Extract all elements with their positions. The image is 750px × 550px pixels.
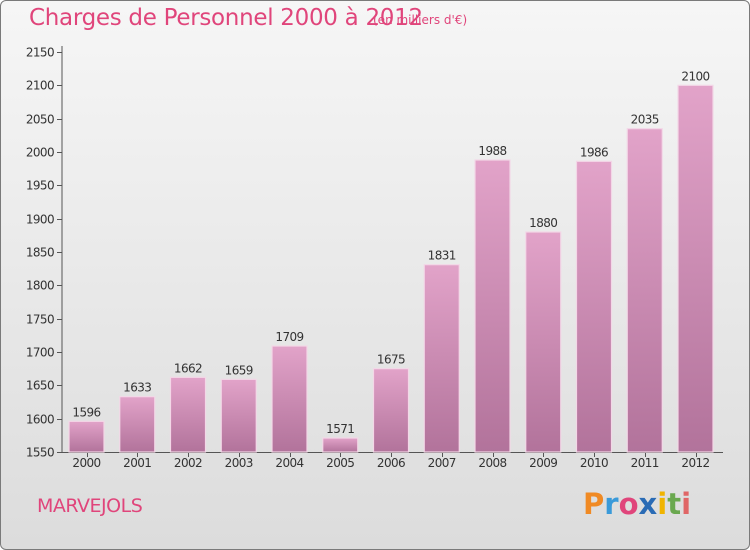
y-tick-label: 2050 — [26, 113, 54, 127]
bar-2012 — [677, 84, 714, 453]
bar-2006 — [372, 368, 410, 453]
bar-2002 — [169, 376, 207, 453]
logo-letter: P — [583, 487, 605, 521]
data-label-2002: 1662 — [174, 361, 202, 375]
commune-name: MARVEJOLS — [37, 495, 143, 517]
bar-2004 — [271, 345, 308, 453]
x-tick-label-2003: 2003 — [225, 456, 253, 470]
data-label-2008: 1988 — [478, 144, 506, 158]
data-label-2001: 1633 — [123, 381, 151, 395]
data-label-2012: 2100 — [681, 69, 709, 83]
x-tick-label-2001: 2001 — [123, 456, 151, 470]
x-tick-label-2007: 2007 — [428, 456, 456, 470]
logo-letter: r — [604, 487, 619, 521]
y-tick-label: 1800 — [26, 279, 54, 293]
chart-subtitle: (en milliers d'€) — [373, 13, 468, 27]
data-label-2006: 1675 — [377, 353, 405, 367]
data-label-2005: 1571 — [326, 422, 354, 436]
y-tick-label: 1550 — [26, 446, 54, 460]
x-tick-label-2000: 2000 — [72, 456, 100, 470]
logo-letter: t — [667, 487, 682, 521]
x-tick-label-2011: 2011 — [631, 456, 659, 470]
x-tick-label-2008: 2008 — [478, 456, 506, 470]
bar-2010 — [575, 160, 613, 453]
y-tick-label: 1750 — [26, 313, 54, 327]
bar-2001 — [119, 396, 156, 453]
data-label-2003: 1659 — [225, 363, 253, 377]
chart-title: Charges de Personnel 2000 à 2012 — [29, 5, 423, 31]
bar-2008 — [474, 159, 511, 453]
data-label-2000: 1596 — [72, 405, 100, 419]
y-tick-label: 1900 — [26, 213, 54, 227]
logo-letter: x — [638, 487, 658, 521]
bar-2009 — [525, 231, 562, 453]
y-tick-label: 1650 — [26, 379, 54, 393]
bars: 1596 1633 1662 1659 1709 1571 1675 1831 1988 1880… — [68, 69, 714, 453]
bar-2007 — [423, 264, 460, 453]
logo-letter: i — [657, 487, 668, 521]
data-label-2007: 1831 — [428, 249, 456, 263]
y-tick-label: 1950 — [26, 179, 54, 193]
bar-2005 — [322, 437, 359, 453]
bar-2000 — [68, 420, 105, 453]
y-tick-label: 2100 — [26, 79, 54, 93]
x-tick-label-2012: 2012 — [681, 456, 709, 470]
y-tick-label: 2150 — [26, 46, 54, 60]
logo-letter: o — [618, 487, 639, 521]
x-tick-label-2009: 2009 — [529, 456, 557, 470]
data-label-2011: 2035 — [631, 113, 659, 127]
bar-2011 — [626, 128, 663, 453]
y-tick-label: 1600 — [26, 413, 54, 427]
data-label-2004: 1709 — [275, 330, 303, 344]
data-label-2009: 1880 — [529, 216, 557, 230]
bar-2003 — [220, 378, 257, 453]
y-tick-label: 2000 — [26, 146, 54, 160]
y-tick-label: 1850 — [26, 246, 54, 260]
x-tick-label-2005: 2005 — [326, 456, 354, 470]
y-tick-label: 1700 — [26, 346, 54, 360]
data-label-2010: 1986 — [580, 145, 608, 159]
axes: 1550 1600 1650 1700 1750 1800 1850 1900 1950 2000… — [26, 46, 723, 470]
x-tick-label-2004: 2004 — [275, 456, 303, 470]
proxiti-logo: Proxiti — [583, 487, 691, 521]
logo-letter: i — [681, 487, 692, 521]
x-tick-label-2006: 2006 — [377, 456, 405, 470]
x-tick-label-2010: 2010 — [580, 456, 608, 470]
x-tick-label-2002: 2002 — [174, 456, 202, 470]
